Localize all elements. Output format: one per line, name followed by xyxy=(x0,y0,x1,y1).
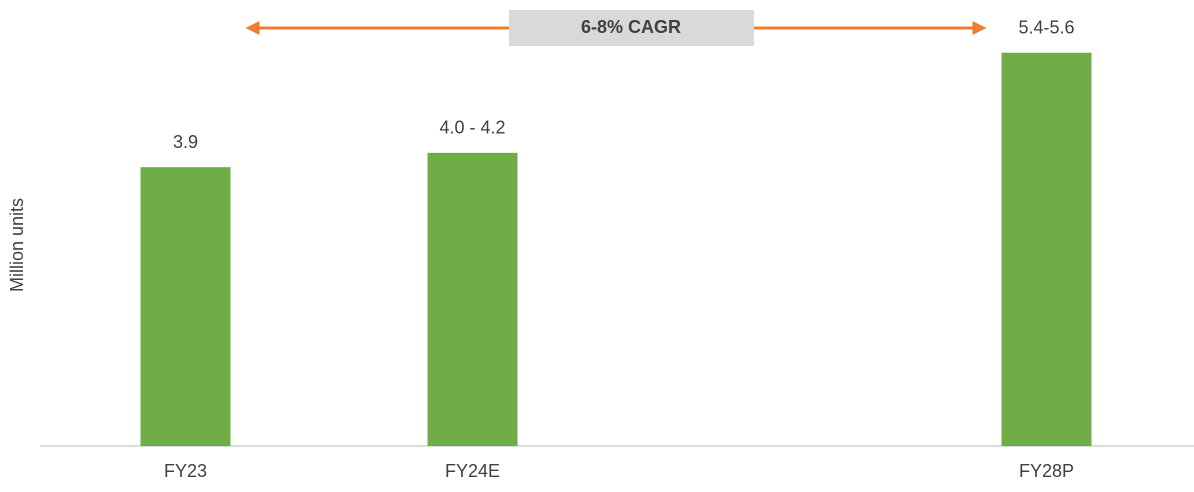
bar xyxy=(427,152,518,446)
arrow-head xyxy=(972,21,987,35)
data-label: 5.4-5.6 xyxy=(1018,18,1074,38)
data-label: 3.9 xyxy=(173,132,198,152)
x-tick-label: FY28P xyxy=(1019,461,1074,481)
annotation-box xyxy=(509,10,754,46)
x-tick-label: FY24E xyxy=(445,461,500,481)
y-axis-label: Million units xyxy=(7,198,27,292)
data-label: 4.0 - 4.2 xyxy=(439,118,505,138)
bar xyxy=(140,167,231,446)
arrow-head xyxy=(245,21,260,35)
annotation: 6-8% CAGR xyxy=(581,17,681,37)
x-tick-label: FY23 xyxy=(164,461,207,481)
bar xyxy=(1001,52,1092,446)
